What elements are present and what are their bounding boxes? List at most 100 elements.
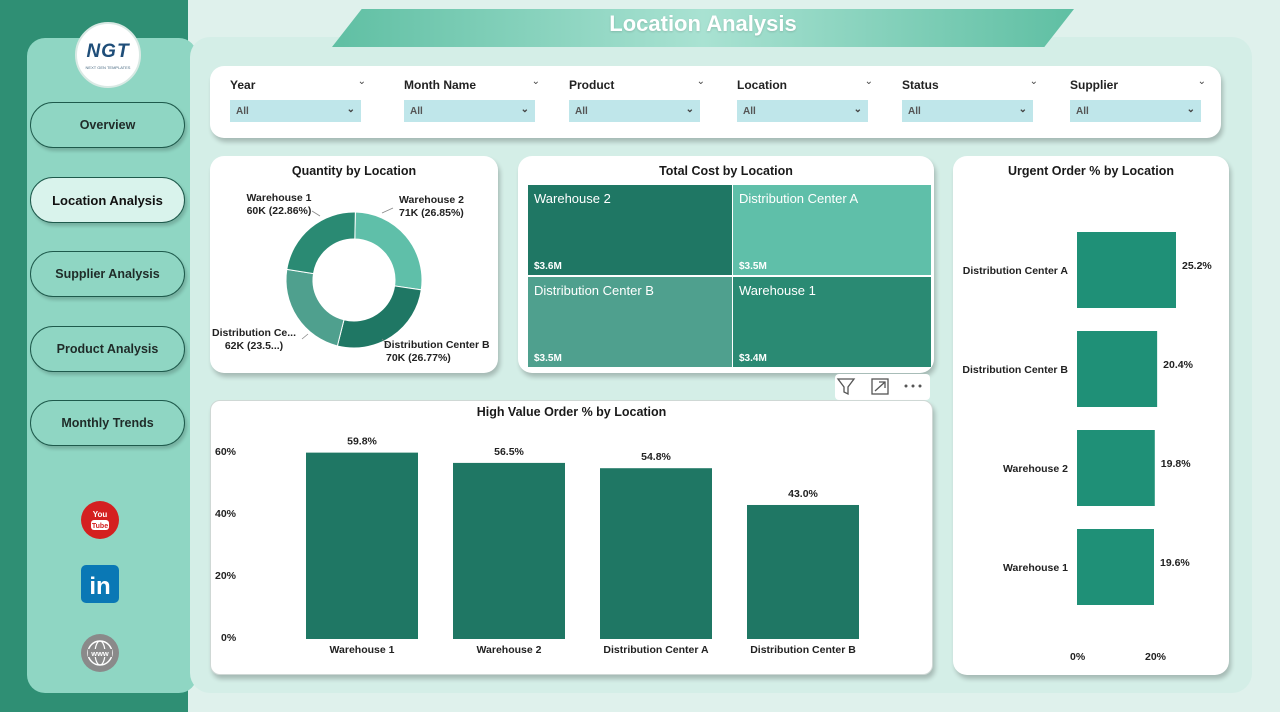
leader-line [381,207,394,214]
slice-value: 71K (26.85%) [399,207,464,219]
bar[interactable] [747,504,859,639]
chevron-down-icon[interactable]: ⌄ [1197,76,1206,87]
treemap-cell-distribution-center-a[interactable]: Distribution Center A $3.5M [733,185,931,275]
slice-label-warehouse-1: Warehouse 1 60K (22.86%) [236,192,322,218]
cell-name: Distribution Center A [739,191,859,206]
logo: NGT NEXT GEN TEMPLATES [75,22,141,88]
filter-icon[interactable] [836,378,856,396]
slice-value: 60K (22.86%) [246,205,312,217]
bar[interactable] [1077,430,1155,506]
bar[interactable] [1077,331,1158,407]
cell-value: $3.5M [739,261,767,272]
bar-data-label: 59.8% [347,436,377,448]
focus-mode-icon[interactable] [871,378,889,395]
urgent-order-card: Urgent Order % by Location 25.2% Distribu… [953,156,1229,675]
month-select[interactable]: All ⌄ [404,100,535,122]
high-value-bar-chart: 59.8% Warehouse 1 56.5% Warehouse 2 54.8% Dis… [306,436,859,656]
bar-data-label: 19.8% [1161,458,1191,470]
nav-product-analysis-button[interactable]: Product Analysis [30,326,185,372]
youtube-icon[interactable]: You Tube [80,500,120,540]
cell-value: $3.6M [534,261,562,272]
chevron-down-icon: ⌄ [685,104,694,115]
quantity-by-location-card: Quantity by Location Warehouse 2 71K (26… [210,156,498,373]
slice-value: 70K (26.77%) [386,352,451,364]
chevron-down-icon: ⌄ [1186,104,1195,115]
product-select[interactable]: All ⌄ [569,100,700,122]
more-options-icon[interactable] [904,384,922,388]
y-category-label: Warehouse 2 [1003,463,1068,475]
bar[interactable] [306,452,418,639]
filter-label: Year [230,78,256,92]
y-category-label: Warehouse 1 [1003,562,1068,574]
bar-data-label: 25.2% [1182,260,1212,272]
title-banner [332,9,1074,47]
leader-line [381,338,390,347]
bar[interactable] [1077,232,1176,308]
filter-label: Location [737,78,787,92]
leader-line [301,333,309,340]
page-title: Location Analysis [609,11,797,36]
slice-name: Distribution Center B [384,339,490,351]
bar-data-label: 54.8% [641,451,671,463]
chart-title: High Value Order % by Location [476,405,667,419]
chevron-down-icon[interactable]: ⌄ [864,76,873,87]
location-select[interactable]: All ⌄ [737,100,868,122]
y-tick-label: 40% [215,508,237,520]
donut-slice[interactable] [286,211,356,275]
nav-monthly-trends-button[interactable]: Monthly Trends [30,400,185,446]
urgent-order-bar-chart: 25.2% Distribution Center A 20.4% Distribut… [962,232,1212,605]
leader-line [311,210,321,217]
filter-label: Supplier [1070,78,1119,92]
nav-location-analysis-button[interactable]: Location Analysis [30,177,185,223]
slice-label-distribution-center-b: Distribution Center B 70K (26.77%) [384,339,490,365]
chevron-down-icon: ⌄ [520,104,529,115]
bar-data-label: 20.4% [1163,359,1193,371]
y-tick-label: 20% [215,570,237,582]
bar-data-label: 19.6% [1160,557,1190,569]
chevron-down-icon[interactable]: ⌄ [1029,76,1038,87]
bar-data-label: 56.5% [494,446,524,458]
x-category-label: Warehouse 1 [330,644,395,656]
slice-name: Warehouse 2 [399,194,464,206]
donut-chart [285,207,423,349]
y-tick-label: 60% [215,446,237,458]
cell-name: Distribution Center B [534,283,654,298]
x-tick-label: 20% [1145,651,1167,663]
treemap-cell-distribution-center-b[interactable]: Distribution Center B $3.5M [528,277,732,367]
chevron-down-icon[interactable]: ⌄ [531,76,540,87]
filter-label: Month Name [404,78,476,92]
treemap-cell-warehouse-1[interactable]: Warehouse 1 $3.4M [733,277,931,367]
treemap-cell-warehouse-2[interactable]: Warehouse 2 $3.6M [528,185,732,275]
bar[interactable] [600,468,712,639]
cell-name: Warehouse 1 [739,283,816,298]
linkedin-icon[interactable]: in [80,564,120,604]
status-select[interactable]: All ⌄ [902,100,1033,122]
visual-toolbar [835,374,930,400]
select-value: All [410,105,423,117]
bar-data-label: 43.0% [788,488,818,500]
donut-slice[interactable] [354,211,423,291]
website-icon[interactable]: www [80,633,120,673]
y-category-label: Distribution Center B [962,364,1068,376]
slice-name: Warehouse 1 [246,192,312,204]
y-tick-label: 0% [221,632,237,644]
nav-supplier-analysis-button[interactable]: Supplier Analysis [30,251,185,297]
select-value: All [236,105,249,117]
x-category-label: Distribution Center B [750,644,856,656]
nav-overview-button[interactable]: Overview [30,102,185,148]
bar[interactable] [1077,529,1154,605]
slice-value: 62K (23.5...) [224,340,284,352]
total-cost-by-location-card: Total Cost by Location Warehouse 2 $3.6M… [518,156,934,373]
chevron-down-icon[interactable]: ⌄ [696,76,705,87]
filter-label: Product [569,78,615,92]
bar[interactable] [453,462,565,639]
logo-subtitle: NEXT GEN TEMPLATES [85,64,131,70]
supplier-select[interactable]: All ⌄ [1070,100,1201,122]
chart-title: Total Cost by Location [659,164,793,178]
x-category-label: Warehouse 2 [477,644,542,656]
chevron-down-icon[interactable]: ⌄ [357,76,366,87]
chevron-down-icon: ⌄ [346,104,355,115]
year-select[interactable]: All ⌄ [230,100,361,122]
chart-title: Quantity by Location [291,164,417,178]
y-category-label: Distribution Center A [963,265,1069,277]
